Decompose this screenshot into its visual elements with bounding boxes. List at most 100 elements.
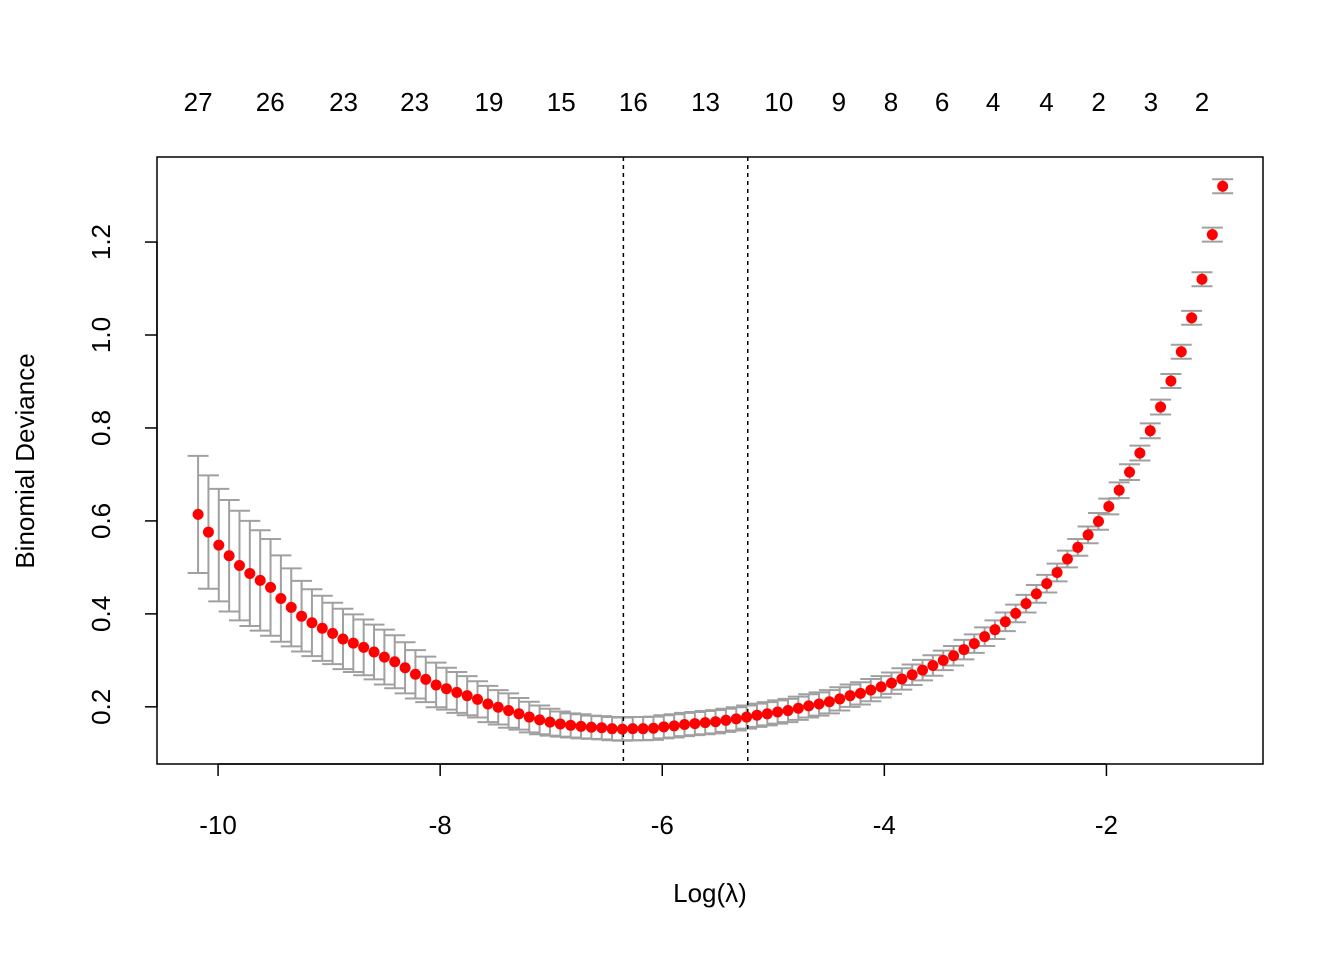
- data-point: [409, 668, 421, 680]
- data-point: [358, 641, 370, 653]
- data-point: [1196, 273, 1208, 285]
- y-axis-label: Binomial Deviance: [10, 353, 40, 568]
- data-point: [378, 651, 390, 663]
- data-point: [813, 698, 825, 710]
- data-point: [658, 721, 670, 733]
- data-point: [513, 708, 525, 720]
- data-point: [233, 560, 245, 572]
- data-point: [647, 722, 659, 734]
- top-axis-label: 2: [1195, 87, 1209, 117]
- data-point: [337, 633, 349, 645]
- top-axis-label: 2: [1091, 87, 1105, 117]
- data-point: [823, 696, 835, 708]
- data-point: [730, 713, 742, 725]
- data-point: [223, 550, 235, 562]
- data-point: [565, 719, 577, 731]
- data-point: [1061, 553, 1073, 565]
- data-point: [896, 673, 908, 685]
- data-point: [1092, 515, 1104, 527]
- data-point: [296, 610, 308, 622]
- data-point: [917, 664, 929, 676]
- y-axis: 0.2 0.4 0.6 0.8 1.0 1.2: [86, 224, 158, 725]
- data-point: [399, 662, 411, 674]
- data-point: [616, 723, 628, 735]
- data-point: [989, 624, 1001, 636]
- top-axis-label: 27: [184, 87, 213, 117]
- data-point: [544, 716, 556, 728]
- data-point: [1165, 375, 1177, 387]
- data-point: [751, 709, 763, 721]
- data-point: [875, 681, 887, 693]
- top-axis-label: 23: [400, 87, 429, 117]
- top-axis-nonzero-counts: 27 26 23 23 19 15 16 13 10 9 8 6 4 4 2 3 2: [184, 87, 1210, 117]
- data-point: [927, 659, 939, 671]
- data-point: [368, 646, 380, 658]
- lambda-reference-lines: [622, 157, 749, 764]
- top-axis-label: 15: [547, 87, 576, 117]
- data-point: [285, 601, 297, 613]
- data-point: [1155, 401, 1167, 413]
- data-point: [503, 705, 515, 717]
- data-point: [420, 673, 432, 685]
- data-point: [265, 581, 277, 593]
- data-point: [606, 723, 618, 735]
- error-bars: [187, 178, 1234, 742]
- data-point: [668, 720, 680, 732]
- data-point: [585, 721, 597, 733]
- y-tick-label: 0.6: [86, 503, 116, 539]
- y-tick-label: 0.8: [86, 410, 116, 446]
- data-point: [720, 714, 732, 726]
- data-point: [844, 690, 856, 702]
- data-point: [1186, 312, 1198, 324]
- data-point: [1124, 466, 1136, 478]
- data-point: [1134, 447, 1146, 459]
- data-point: [461, 690, 473, 702]
- data-point: [1041, 578, 1053, 590]
- x-tick-label: -2: [1095, 810, 1118, 840]
- data-point: [440, 683, 452, 695]
- data-point: [937, 654, 949, 666]
- data-point: [316, 622, 328, 634]
- y-tick-label: 0.4: [86, 596, 116, 632]
- data-point: [948, 650, 960, 662]
- data-point: [1113, 484, 1125, 496]
- data-point: [534, 714, 546, 726]
- top-axis-label: 6: [935, 87, 949, 117]
- data-point: [710, 716, 722, 728]
- top-axis-label: 23: [329, 87, 358, 117]
- data-point: [306, 617, 318, 629]
- data-point: [327, 627, 339, 639]
- data-point: [958, 644, 970, 656]
- data-point: [472, 693, 484, 705]
- top-axis-label: 13: [691, 87, 720, 117]
- top-axis-label: 16: [619, 87, 648, 117]
- data-point: [1217, 180, 1229, 192]
- data-point: [906, 669, 918, 681]
- data-point: [803, 700, 815, 712]
- data-point: [347, 637, 359, 649]
- data-point: [1175, 346, 1187, 358]
- data-point: [854, 687, 866, 699]
- data-point: [213, 539, 225, 551]
- data-point: [1082, 529, 1094, 541]
- data-point: [834, 693, 846, 705]
- data-point: [885, 677, 897, 689]
- data-point: [999, 616, 1011, 628]
- top-axis-label: 3: [1144, 87, 1158, 117]
- data-point: [1206, 229, 1218, 241]
- data-point: [451, 686, 463, 698]
- x-axis: -10 -8 -6 -4 -2: [199, 763, 1118, 840]
- data-point: [741, 711, 753, 723]
- data-point: [389, 656, 401, 668]
- data-point: [782, 705, 794, 717]
- y-tick-label: 0.2: [86, 689, 116, 725]
- x-axis-label: Log(λ): [673, 878, 747, 908]
- x-tick-label: -4: [873, 810, 896, 840]
- top-axis-label: 4: [1039, 87, 1053, 117]
- data-point: [192, 508, 204, 520]
- data-point: [554, 718, 566, 730]
- data-point: [575, 720, 587, 732]
- top-axis-label: 19: [475, 87, 504, 117]
- data-point: [254, 574, 266, 586]
- data-points: [192, 180, 1229, 735]
